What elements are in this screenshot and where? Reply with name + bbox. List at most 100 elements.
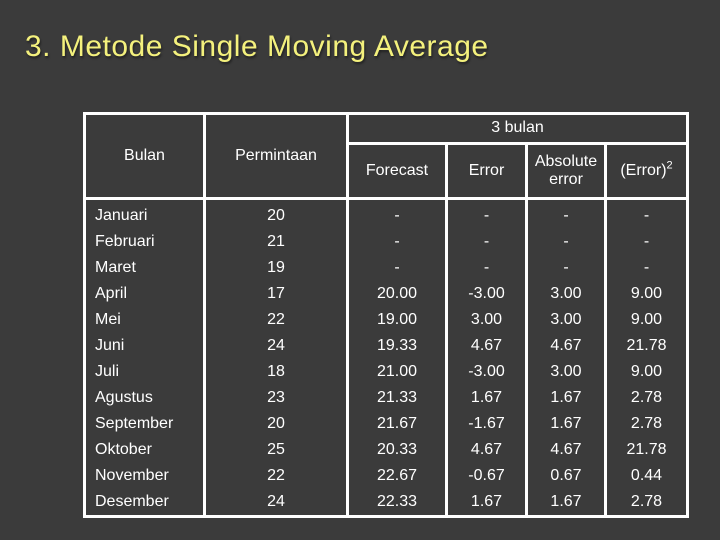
forecast-cell: 20.00 xyxy=(346,281,448,307)
table-row: Maret 19 - - - - xyxy=(83,255,689,281)
error-cell: -1.67 xyxy=(445,411,528,437)
error-squared-exponent: 2 xyxy=(666,159,673,172)
month-cell: Agustus xyxy=(83,385,206,411)
col-header-error: Error xyxy=(445,142,528,200)
error-squared-cell: 9.00 xyxy=(604,359,689,385)
permintaan-cell: 20 xyxy=(203,411,349,437)
error-cell: -0.67 xyxy=(445,463,528,489)
permintaan-cell: 22 xyxy=(203,307,349,333)
permintaan-cell: 21 xyxy=(203,229,349,255)
col-header-error-squared: (Error)2 xyxy=(604,142,689,200)
forecast-cell: 21.67 xyxy=(346,411,448,437)
forecast-cell: 20.33 xyxy=(346,437,448,463)
forecast-cell: 19.00 xyxy=(346,307,448,333)
error-squared-cell: 9.00 xyxy=(604,307,689,333)
absolute-error-cell: 1.67 xyxy=(525,489,607,517)
error-squared-cell: 0.44 xyxy=(604,463,689,489)
table-header: Bulan Permintaan 3 bulan Forecast Error … xyxy=(83,112,689,200)
error-squared-base: (Error) xyxy=(620,161,667,179)
absolute-error-cell: 3.00 xyxy=(525,359,607,385)
table-header-row-sub: Forecast Error Absolute error (Error)2 xyxy=(85,142,689,200)
month-cell: Februari xyxy=(83,229,206,255)
table-row: Juni 24 19.33 4.67 4.67 21.78 xyxy=(83,333,689,359)
col-group-header-3-bulan: 3 bulan xyxy=(346,112,689,145)
error-squared-cell: - xyxy=(604,229,689,255)
error-cell: 4.67 xyxy=(445,437,528,463)
table-row: Mei 22 19.00 3.00 3.00 9.00 xyxy=(83,307,689,333)
error-cell: 4.67 xyxy=(445,333,528,359)
permintaan-cell: 19 xyxy=(203,255,349,281)
table-row: Oktober 25 20.33 4.67 4.67 21.78 xyxy=(83,437,689,463)
absolute-error-cell: 4.67 xyxy=(525,437,607,463)
permintaan-cell: 24 xyxy=(203,489,349,517)
month-cell: Januari xyxy=(83,198,206,229)
moving-average-table: Bulan Permintaan 3 bulan Forecast Error … xyxy=(83,112,689,518)
absolute-error-cell: 1.67 xyxy=(525,385,607,411)
month-cell: Juni xyxy=(83,333,206,359)
error-squared-cell: 2.78 xyxy=(604,489,689,517)
forecast-cell: 19.33 xyxy=(346,333,448,359)
col-header-forecast: Forecast xyxy=(346,142,448,200)
table-body: Januari 20 - - - - Februari 21 - - - - M… xyxy=(83,198,689,517)
month-cell: Juli xyxy=(83,359,206,385)
error-squared-cell: - xyxy=(604,255,689,281)
month-cell: Mei xyxy=(83,307,206,333)
error-cell: -3.00 xyxy=(445,359,528,385)
error-squared-cell: 2.78 xyxy=(604,411,689,437)
forecast-cell: 22.67 xyxy=(346,463,448,489)
error-squared-cell: 2.78 xyxy=(604,385,689,411)
permintaan-cell: 17 xyxy=(203,281,349,307)
error-squared-cell: 9.00 xyxy=(604,281,689,307)
error-cell: 1.67 xyxy=(445,489,528,517)
permintaan-cell: 20 xyxy=(203,198,349,229)
col-header-bulan: Bulan xyxy=(83,112,206,200)
table-row: November 22 22.67 -0.67 0.67 0.44 xyxy=(83,463,689,489)
permintaan-cell: 18 xyxy=(203,359,349,385)
forecast-cell: - xyxy=(346,229,448,255)
table-row: September 20 21.67 -1.67 1.67 2.78 xyxy=(83,411,689,437)
permintaan-cell: 22 xyxy=(203,463,349,489)
forecast-cell: 21.33 xyxy=(346,385,448,411)
absolute-error-cell: 1.67 xyxy=(525,411,607,437)
table-row: Februari 21 - - - - xyxy=(83,229,689,255)
error-cell: -3.00 xyxy=(445,281,528,307)
absolute-error-cell: - xyxy=(525,255,607,281)
table-row: Juli 18 21.00 -3.00 3.00 9.00 xyxy=(83,359,689,385)
slide-title: 3. Metode Single Moving Average xyxy=(25,30,489,63)
col-header-absolute-error: Absolute error xyxy=(525,142,607,200)
month-cell: April xyxy=(83,281,206,307)
month-cell: September xyxy=(83,411,206,437)
permintaan-cell: 23 xyxy=(203,385,349,411)
absolute-error-cell: 0.67 xyxy=(525,463,607,489)
permintaan-cell: 25 xyxy=(203,437,349,463)
col-header-permintaan: Permintaan xyxy=(203,112,349,200)
error-squared-cell: - xyxy=(604,198,689,229)
table-row: April 17 20.00 -3.00 3.00 9.00 xyxy=(83,281,689,307)
error-squared-cell: 21.78 xyxy=(604,437,689,463)
absolute-error-cell: 3.00 xyxy=(525,307,607,333)
absolute-error-cell: - xyxy=(525,229,607,255)
forecast-cell: 22.33 xyxy=(346,489,448,517)
error-cell: 1.67 xyxy=(445,385,528,411)
absolute-error-cell: 3.00 xyxy=(525,281,607,307)
absolute-error-cell: 4.67 xyxy=(525,333,607,359)
table-row: Agustus 23 21.33 1.67 1.67 2.78 xyxy=(83,385,689,411)
table-header-row-top: Bulan Permintaan 3 bulan xyxy=(83,112,689,200)
month-cell: Oktober xyxy=(83,437,206,463)
forecast-cell: - xyxy=(346,198,448,229)
error-cell: - xyxy=(445,198,528,229)
permintaan-cell: 24 xyxy=(203,333,349,359)
error-cell: - xyxy=(445,229,528,255)
month-cell: November xyxy=(83,463,206,489)
forecast-cell: - xyxy=(346,255,448,281)
error-cell: 3.00 xyxy=(445,307,528,333)
error-cell: - xyxy=(445,255,528,281)
forecast-cell: 21.00 xyxy=(346,359,448,385)
month-cell: Maret xyxy=(83,255,206,281)
table-row: Januari 20 - - - - xyxy=(83,198,689,229)
absolute-error-cell: - xyxy=(525,198,607,229)
month-cell: Desember xyxy=(83,489,206,517)
table-row: Desember 24 22.33 1.67 1.67 2.78 xyxy=(83,489,689,517)
error-squared-cell: 21.78 xyxy=(604,333,689,359)
